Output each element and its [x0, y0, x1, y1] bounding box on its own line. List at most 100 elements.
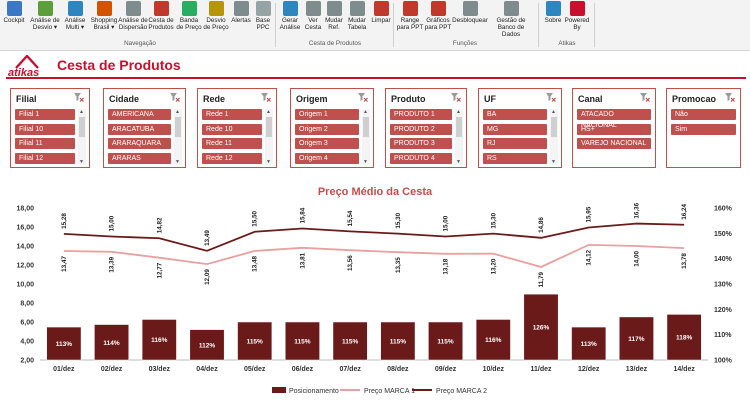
scroll-thumb[interactable] — [266, 117, 272, 137]
slicer-item[interactable]: PRODUTO 3 — [390, 138, 452, 150]
analise-desvio-button[interactable]: Análise de Desvio ▾ — [30, 1, 60, 31]
slicer-item[interactable]: Origem 3 — [295, 138, 359, 150]
slicer-item[interactable]: Rede 11 — [202, 138, 262, 150]
scroll-up-icon[interactable]: ▲ — [175, 109, 180, 115]
ribbon-toolbar: Cockpit Análise de Desvio ▾ Análise Multi … — [0, 0, 750, 51]
slicer-item[interactable]: Origem 4 — [295, 152, 359, 164]
slicer-item[interactable]: Não — [671, 109, 736, 120]
desvio-preco-button[interactable]: Desvio de Preço — [202, 1, 230, 31]
slicer-item[interactable]: HS+ — [577, 123, 651, 135]
sheet-icon — [255, 1, 271, 16]
scroll-thumb[interactable] — [363, 117, 369, 137]
slicer-scrollbar[interactable]: ▲ ▼ — [265, 109, 273, 165]
slicer-item[interactable]: Origem 1 — [295, 109, 359, 120]
slicer-item[interactable]: Rede 1 — [202, 109, 262, 120]
cesta-produtos-button[interactable]: Cesta de Produtos — [148, 1, 174, 31]
scroll-up-icon[interactable]: ▲ — [456, 109, 461, 115]
x-tick-label: 12/dez — [578, 366, 600, 373]
slicer-item[interactable]: MG — [483, 123, 547, 135]
powered-by-button[interactable]: Powered By — [564, 1, 590, 31]
scroll-up-icon[interactable]: ▲ — [79, 109, 84, 115]
ribbon-group-label: Navegação — [124, 40, 156, 47]
y-left-tick-label: 4,00 — [20, 339, 34, 346]
scroll-down-icon[interactable]: ▼ — [363, 159, 368, 165]
gestao-banco-button[interactable]: Gestão de Banco de Dados — [488, 1, 534, 38]
scroll-down-icon[interactable]: ▼ — [79, 159, 84, 165]
slicer-title: Origem — [296, 94, 328, 104]
ribbon-button-label: Desvio de Preço — [203, 17, 229, 31]
clear-filter-icon[interactable] — [451, 93, 461, 102]
ribbon-button-label: Alertas — [231, 17, 251, 24]
clear-filter-icon[interactable] — [725, 93, 735, 102]
clear-filter-icon[interactable] — [74, 93, 84, 102]
slicer-item[interactable]: ARACATUBA — [108, 123, 171, 135]
x-tick-label: 11/dez — [530, 366, 552, 373]
ribbon-group-separator — [594, 3, 595, 47]
scroll-thumb[interactable] — [551, 117, 557, 137]
x-tick-label: 13/dez — [626, 366, 648, 373]
scroll-down-icon[interactable]: ▼ — [551, 159, 556, 165]
slicer-item[interactable]: PRODUTO 1 — [390, 109, 452, 120]
analise-dispersao-button[interactable]: Análise de Dispersão — [118, 1, 148, 31]
clear-filter-icon[interactable] — [170, 93, 180, 102]
alertas-button[interactable]: Alertas — [230, 1, 252, 24]
scroll-down-icon[interactable]: ▼ — [175, 159, 180, 165]
y-left-tick-label: 12,00 — [16, 263, 34, 270]
slicer-item[interactable]: Origem 2 — [295, 123, 359, 135]
cockpit-button[interactable]: Cockpit — [2, 1, 26, 24]
banda-preco-button[interactable]: Banda de Preço — [176, 1, 202, 31]
scroll-thumb[interactable] — [456, 117, 462, 137]
slicer-item[interactable]: Filial 11 — [15, 138, 75, 150]
slicer-item[interactable]: ATACADO NACIONAL — [577, 109, 651, 129]
mudar-tabela-button[interactable]: Mudar Tabela — [345, 1, 369, 31]
y-right-tick-label: 110% — [714, 332, 732, 339]
slicer-scrollbar[interactable]: ▲ ▼ — [550, 109, 558, 165]
slicer-item[interactable]: VAREJO NACIONAL — [577, 138, 651, 150]
clear-filter-icon[interactable] — [358, 93, 368, 102]
mudar-ref-button[interactable]: Mudar Ref. — [324, 1, 344, 31]
slicer-item[interactable]: RS — [483, 152, 547, 164]
slicer-item[interactable]: Sim — [671, 123, 736, 135]
desbloquear-button[interactable]: Desbloquear — [452, 1, 488, 24]
analise-multi-button[interactable]: Análise Multi ▾ — [62, 1, 88, 31]
slicer-item[interactable]: Rede 12 — [202, 152, 262, 164]
scroll-thumb[interactable] — [79, 117, 85, 137]
scroll-down-icon[interactable]: ▼ — [456, 159, 461, 165]
limpar-button[interactable]: Limpar — [370, 1, 392, 24]
range-ppt-button[interactable]: Range para PPT — [396, 1, 424, 31]
clear-filter-icon[interactable] — [261, 93, 271, 102]
slicer-item[interactable]: Rede 10 — [202, 123, 262, 135]
slicer-item[interactable]: PRODUTO 2 — [390, 123, 452, 135]
gerar-analise-button[interactable]: Gerar Análise — [278, 1, 302, 31]
slicer-scrollbar[interactable]: ▲ ▼ — [362, 109, 370, 165]
slicer-scrollbar[interactable]: ▲ ▼ — [455, 109, 463, 165]
clear-filter-icon[interactable] — [640, 93, 650, 102]
line-marca-1 — [63, 243, 685, 268]
scroll-thumb[interactable] — [175, 117, 181, 137]
sobre-button[interactable]: Sobre — [542, 1, 564, 24]
slicer-item[interactable]: BA — [483, 109, 547, 120]
slicer-scrollbar[interactable]: ▲ ▼ — [78, 109, 86, 165]
base-ppc-button[interactable]: Base PPC — [252, 1, 274, 31]
scroll-up-icon[interactable]: ▲ — [266, 109, 271, 115]
scroll-up-icon[interactable]: ▲ — [363, 109, 368, 115]
ribbon-button-label: Shopping Brasil ▾ — [90, 17, 118, 31]
slicer-scrollbar[interactable]: ▲ ▼ — [174, 109, 182, 165]
scroll-up-icon[interactable]: ▲ — [551, 109, 556, 115]
ver-cesta-button[interactable]: Ver Cesta — [303, 1, 323, 31]
slicer-item[interactable]: Filial 10 — [15, 123, 75, 135]
marca-1-data-label: 13,56 — [347, 255, 354, 271]
slicer-item[interactable]: RJ — [483, 138, 547, 150]
shopping-brasil-button[interactable]: Shopping Brasil ▾ — [90, 1, 118, 31]
slicer-item[interactable]: ARARAQUARA — [108, 138, 171, 150]
y-left-tick-label: 2,00 — [20, 358, 34, 365]
slicer-item[interactable]: PRODUTO 4 — [390, 152, 452, 164]
scroll-down-icon[interactable]: ▼ — [266, 159, 271, 165]
bar-data-label: 113% — [56, 341, 72, 348]
slicer-item[interactable]: ARARAS — [108, 152, 171, 164]
slicer-item[interactable]: Filial 1 — [15, 109, 75, 120]
clear-filter-icon[interactable] — [546, 93, 556, 102]
slicer-item[interactable]: Filial 12 — [15, 152, 75, 164]
graficos-ppt-button[interactable]: Gráficos para PPT — [424, 1, 452, 31]
slicer-item[interactable]: AMERICANA — [108, 109, 171, 120]
